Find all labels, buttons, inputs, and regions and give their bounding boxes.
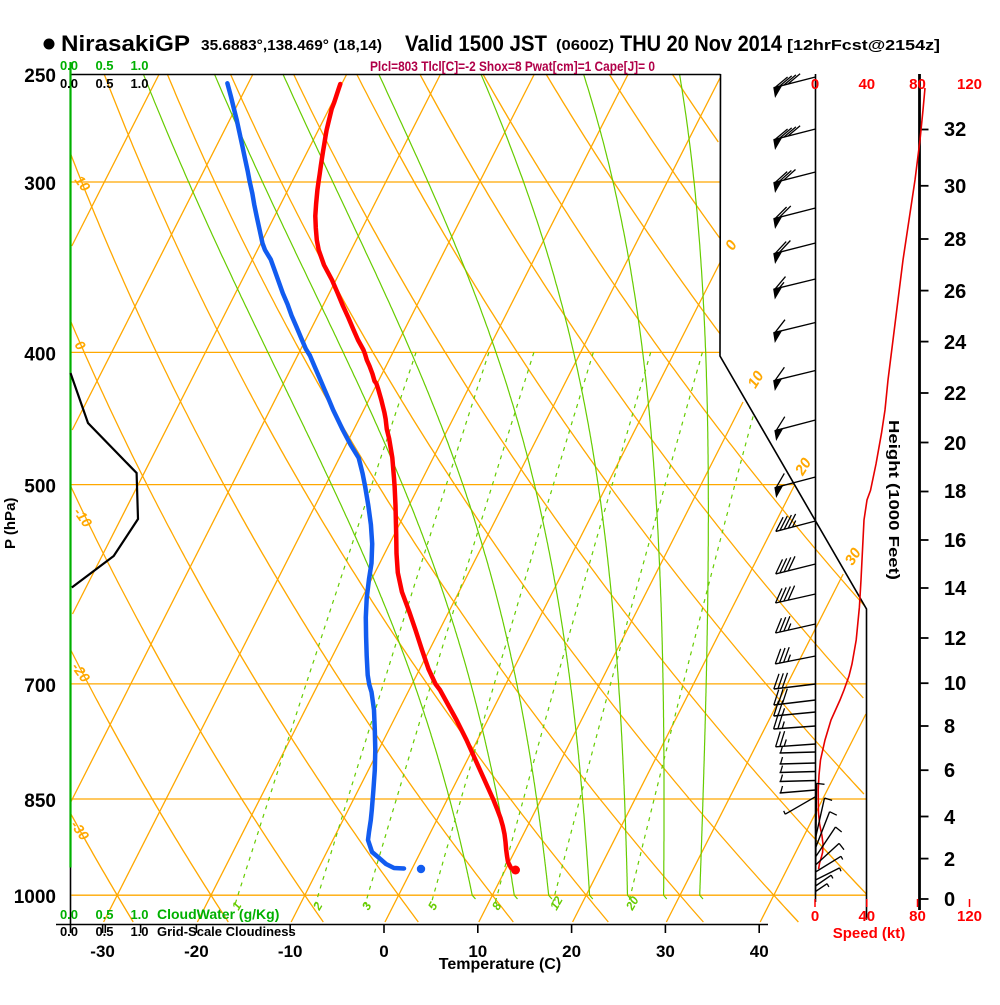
svg-text:80: 80 bbox=[909, 908, 926, 925]
svg-text:-20: -20 bbox=[184, 942, 209, 961]
svg-text:700: 700 bbox=[24, 676, 56, 697]
svg-text:850: 850 bbox=[24, 791, 56, 812]
svg-text:(0600Z): (0600Z) bbox=[556, 37, 614, 54]
svg-text:0: 0 bbox=[379, 942, 388, 961]
svg-text:10: 10 bbox=[944, 673, 966, 695]
svg-text:THU 20 Nov 2014: THU 20 Nov 2014 bbox=[620, 31, 783, 56]
svg-text:300: 300 bbox=[24, 174, 56, 195]
svg-text:0.5: 0.5 bbox=[95, 76, 113, 91]
svg-text:8: 8 bbox=[944, 716, 955, 738]
svg-text:500: 500 bbox=[24, 477, 56, 498]
svg-text:6: 6 bbox=[944, 760, 955, 782]
svg-text:14: 14 bbox=[944, 578, 967, 600]
svg-text:Grid-Scale Cloudiness: Grid-Scale Cloudiness bbox=[157, 924, 296, 939]
svg-text:12: 12 bbox=[547, 894, 566, 913]
svg-text:0.5: 0.5 bbox=[95, 907, 113, 922]
svg-text:120: 120 bbox=[957, 76, 982, 93]
svg-text:Temperature (C): Temperature (C) bbox=[439, 956, 561, 973]
svg-text:22: 22 bbox=[944, 383, 966, 405]
svg-text:-10: -10 bbox=[278, 942, 303, 961]
svg-text:CloudWater (g/Kg): CloudWater (g/Kg) bbox=[157, 906, 279, 922]
svg-text:0: 0 bbox=[811, 908, 819, 925]
svg-text:28: 28 bbox=[944, 229, 966, 251]
svg-text:1.0: 1.0 bbox=[130, 76, 148, 91]
svg-text:24: 24 bbox=[944, 332, 967, 354]
svg-text:400: 400 bbox=[24, 344, 56, 365]
svg-text:4: 4 bbox=[944, 807, 956, 829]
svg-text:NirasakiGP: NirasakiGP bbox=[61, 31, 190, 56]
svg-text:35.6883°,138.469° (18,14): 35.6883°,138.469° (18,14) bbox=[201, 37, 382, 54]
svg-text:80: 80 bbox=[909, 76, 926, 93]
svg-text:Plcl=803 Tlcl[C]=-2 Shox=8 Pwa: Plcl=803 Tlcl[C]=-2 Shox=8 Pwat[cm]=1 Ca… bbox=[370, 58, 655, 74]
svg-text:0.0: 0.0 bbox=[60, 907, 78, 922]
svg-text:30: 30 bbox=[944, 176, 966, 198]
svg-text:0: 0 bbox=[811, 76, 819, 93]
svg-text:1.0: 1.0 bbox=[130, 924, 148, 939]
svg-text:[12hrFcst@2154z]: [12hrFcst@2154z] bbox=[787, 37, 940, 54]
svg-text:18: 18 bbox=[944, 481, 966, 503]
svg-text:P (hPa): P (hPa) bbox=[2, 498, 19, 549]
svg-text:0.0: 0.0 bbox=[60, 924, 78, 939]
svg-text:12: 12 bbox=[944, 628, 966, 650]
svg-text:Valid 1500 JST: Valid 1500 JST bbox=[405, 31, 548, 56]
svg-text:1000: 1000 bbox=[14, 887, 56, 908]
svg-text:1.0: 1.0 bbox=[130, 907, 148, 922]
svg-text:120: 120 bbox=[957, 908, 982, 925]
svg-text:20: 20 bbox=[562, 942, 581, 961]
svg-text:0.0: 0.0 bbox=[60, 76, 78, 91]
svg-text:32: 32 bbox=[944, 119, 966, 141]
svg-text:0: 0 bbox=[944, 889, 955, 911]
svg-text:30: 30 bbox=[656, 942, 675, 961]
svg-text:0.5: 0.5 bbox=[95, 924, 113, 939]
svg-text:Height (1000 Feet): Height (1000 Feet) bbox=[885, 420, 902, 580]
svg-text:0.5: 0.5 bbox=[95, 58, 113, 73]
svg-text:-30: -30 bbox=[90, 942, 115, 961]
svg-text:20: 20 bbox=[944, 433, 966, 455]
svg-text:20: 20 bbox=[622, 894, 641, 914]
svg-text:40: 40 bbox=[858, 76, 875, 93]
svg-text:0.0: 0.0 bbox=[60, 58, 78, 73]
svg-text:26: 26 bbox=[944, 281, 966, 303]
svg-text:10: 10 bbox=[468, 942, 487, 961]
svg-text:250: 250 bbox=[24, 66, 56, 87]
svg-text:40: 40 bbox=[858, 908, 875, 925]
svg-text:1.0: 1.0 bbox=[130, 58, 148, 73]
svg-text:16: 16 bbox=[944, 530, 966, 552]
svg-text:40: 40 bbox=[750, 942, 769, 961]
svg-text:2: 2 bbox=[944, 849, 955, 871]
svg-text:Speed (kt): Speed (kt) bbox=[833, 925, 906, 942]
